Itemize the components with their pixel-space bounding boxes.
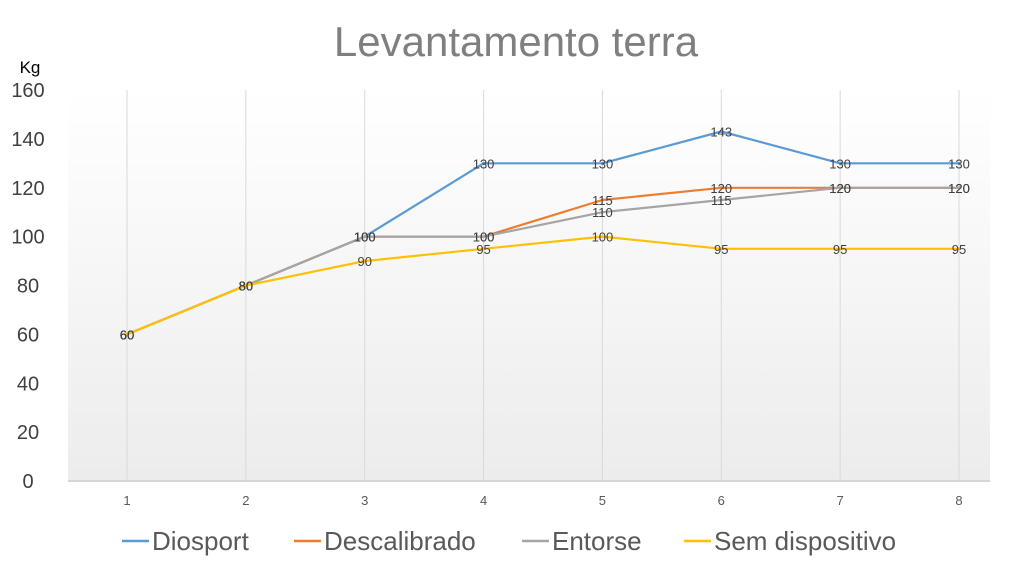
data-point [482, 161, 486, 165]
data-point [600, 210, 604, 214]
data-point [838, 186, 842, 190]
series-line [126, 235, 959, 336]
grid-lines [126, 90, 960, 481]
plot-area [68, 90, 990, 482]
legend: Diosport Descalibrado Entorse Sem dispositi… [122, 526, 896, 556]
data-label: 80 [239, 279, 253, 294]
y-tick-label: 140 [11, 129, 44, 151]
data-label: 100 [473, 230, 495, 245]
y-tick-label: 20 [17, 422, 39, 444]
data-label: 120 [948, 181, 970, 196]
data-point [363, 235, 367, 239]
data-label: 115 [592, 193, 613, 208]
data-label: 130 [948, 156, 970, 171]
data-point [600, 235, 604, 239]
data-point [719, 186, 723, 190]
x-tick-label: 6 [718, 493, 725, 508]
data-point [957, 247, 961, 251]
y-tick-label: 80 [17, 276, 39, 298]
data-label: 130 [592, 156, 614, 171]
y-tick-label: 0 [22, 471, 33, 493]
data-label: 100 [592, 230, 614, 245]
y-tick-label: 40 [17, 373, 39, 395]
y-tick-label: 120 [11, 178, 44, 200]
data-label: 115 [711, 193, 732, 208]
x-tick-label: 8 [955, 493, 962, 508]
x-tick-label: 7 [837, 493, 844, 508]
x-tick-label: 2 [242, 493, 249, 508]
data-point [838, 247, 842, 251]
data-label: 120 [948, 181, 970, 196]
data-label: 60 [120, 327, 134, 342]
x-tick-label: 3 [361, 493, 368, 508]
y-tick-label: 160 [11, 80, 44, 102]
data-label: 120 [829, 181, 851, 196]
legend-label: Descalibrado [324, 526, 476, 556]
data-label: 120 [710, 181, 732, 196]
data-label: 80 [239, 279, 253, 294]
chart-title: Levantamento terra [334, 18, 699, 65]
data-point [363, 259, 367, 263]
data-point [244, 284, 248, 287]
data-label: 120 [829, 181, 851, 196]
series-line [126, 186, 959, 336]
data-point [482, 247, 486, 251]
data-label: 95 [833, 242, 847, 257]
legend-label: Sem dispositivo [714, 526, 896, 556]
data-label: 110 [592, 205, 613, 220]
data-point [482, 235, 486, 239]
data-point [719, 130, 723, 134]
data-label: 95 [476, 242, 490, 257]
data-label: 100 [354, 230, 376, 245]
x-tick-label: 1 [123, 493, 130, 508]
y-tick-label: 60 [17, 324, 39, 346]
y-tick-label: 100 [11, 227, 44, 249]
data-point [957, 161, 961, 165]
legend-label: Diosport [152, 526, 250, 556]
data-label: 60 [120, 327, 134, 342]
data-label: 90 [357, 254, 371, 269]
data-label: 80 [239, 279, 253, 294]
data-label: 143 [710, 125, 732, 140]
data-label: 60 [120, 327, 134, 342]
data-label: 100 [354, 230, 376, 245]
data-point [838, 161, 842, 165]
data-label: 130 [473, 156, 495, 171]
data-label: 95 [952, 242, 966, 257]
data-label: 100 [354, 230, 376, 245]
data-point [719, 247, 723, 251]
data-point [125, 332, 129, 336]
data-point [719, 198, 723, 202]
series-lines [125, 130, 961, 336]
data-point [600, 161, 604, 165]
data-label: 100 [473, 230, 495, 245]
legend-label: Entorse [552, 526, 642, 556]
x-tick-label: 4 [480, 493, 487, 508]
data-point [957, 186, 961, 190]
data-label: 95 [714, 242, 728, 257]
x-tick-label: 5 [599, 493, 606, 508]
data-label: 130 [829, 156, 851, 171]
y-axis-label: Kg [20, 58, 41, 77]
data-point [600, 198, 604, 202]
data-label: 60 [120, 327, 134, 342]
data-label: 80 [239, 279, 253, 294]
